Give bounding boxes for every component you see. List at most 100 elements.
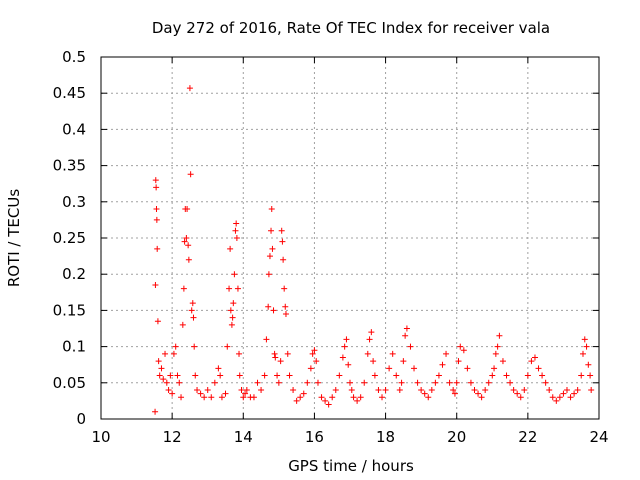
data-point [451, 390, 458, 397]
data-point [224, 343, 231, 350]
y-tick-label: 0 [76, 410, 86, 428]
data-point [347, 379, 353, 386]
data-point [386, 365, 393, 372]
data-points [152, 85, 595, 415]
y-tick-label: 0.2 [62, 265, 86, 283]
data-point [539, 372, 546, 379]
data-point [165, 387, 172, 394]
data-point [272, 354, 279, 361]
data-point [180, 285, 187, 292]
data-point [231, 271, 238, 278]
data-point [450, 387, 457, 394]
x-tick-label: 24 [589, 428, 608, 446]
data-point [187, 171, 194, 178]
data-point [284, 350, 291, 357]
data-point [240, 394, 247, 401]
data-point [467, 379, 474, 386]
y-tick-label: 0.15 [53, 301, 86, 319]
data-point [457, 343, 464, 350]
data-point [407, 343, 414, 350]
data-point [271, 350, 278, 357]
x-tick-label: 14 [234, 428, 253, 446]
data-point [250, 394, 257, 401]
data-point [228, 321, 235, 328]
data-point [208, 394, 215, 401]
data-point [154, 245, 161, 252]
y-axis-label: ROTI / TECUs [5, 189, 23, 287]
data-point [549, 394, 556, 401]
data-point [152, 408, 159, 415]
data-point [489, 372, 496, 379]
data-point [160, 376, 167, 383]
data-point [339, 354, 346, 361]
chart-title: Day 272 of 2016, Rate Of TEC Index for r… [152, 19, 550, 37]
data-point [185, 242, 192, 249]
data-point [226, 285, 233, 292]
data-point [178, 394, 185, 401]
data-point [227, 307, 234, 314]
data-point [218, 394, 225, 401]
data-point [354, 397, 361, 404]
data-point [277, 358, 284, 365]
data-point [560, 390, 567, 397]
data-point [357, 394, 364, 401]
data-point [266, 253, 273, 260]
data-point [574, 387, 581, 394]
data-point [152, 177, 159, 184]
data-point [184, 206, 191, 213]
data-point [158, 365, 165, 372]
data-point [402, 332, 409, 339]
x-tick-label: 10 [91, 428, 110, 446]
data-point [293, 397, 300, 404]
data-point [304, 379, 311, 386]
data-point [514, 390, 521, 397]
data-point [300, 390, 307, 397]
data-point [528, 358, 535, 365]
data-point [280, 256, 287, 263]
data-point [499, 358, 506, 365]
data-point [567, 394, 574, 401]
data-point [482, 387, 489, 394]
data-point [563, 387, 570, 394]
data-point [155, 358, 162, 365]
x-tick-label: 22 [518, 428, 537, 446]
plot-frame [100, 56, 600, 420]
data-point [588, 387, 595, 394]
data-point [217, 372, 224, 379]
data-point [366, 336, 373, 343]
data-point [475, 390, 482, 397]
data-point [156, 372, 163, 379]
data-point [393, 372, 400, 379]
data-point [233, 235, 240, 241]
data-point [189, 300, 196, 307]
data-point [398, 379, 405, 386]
data-point [556, 394, 563, 401]
x-tick-label: 18 [376, 428, 395, 446]
y-tick-label: 0.3 [62, 193, 86, 211]
data-point [368, 329, 375, 336]
data-point [329, 394, 336, 401]
data-point [494, 343, 501, 350]
data-point [242, 390, 249, 397]
data-point [227, 245, 234, 252]
data-point [553, 397, 560, 404]
data-point [375, 387, 382, 394]
data-point [281, 285, 288, 292]
data-point [275, 379, 282, 386]
data-point [268, 206, 275, 213]
y-tick-label: 0.5 [62, 48, 86, 66]
data-point [464, 365, 471, 372]
data-point [265, 303, 272, 310]
data-point [270, 307, 277, 314]
data-point [185, 256, 192, 263]
y-tick-label: 0.4 [62, 120, 86, 138]
data-point [322, 397, 329, 404]
data-point [183, 235, 190, 241]
data-point [425, 394, 432, 401]
data-point [491, 365, 498, 372]
data-point [581, 336, 588, 343]
data-point [167, 372, 174, 379]
data-point [309, 350, 316, 357]
data-point [453, 379, 460, 386]
